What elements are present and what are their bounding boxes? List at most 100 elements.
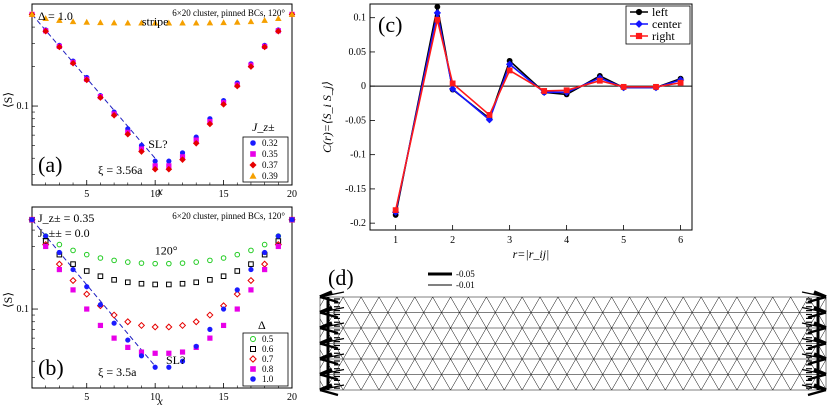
a-point-s3-10 <box>165 19 173 26</box>
b-point-s3-11 <box>179 349 186 355</box>
b-point-s1-11 <box>179 280 186 287</box>
b-point-s3-17 <box>262 266 268 273</box>
panel-d-legend-thin-label: -0.01 <box>456 280 475 290</box>
a-point-s3-4 <box>83 18 91 25</box>
a-point-s0-10 <box>166 158 172 164</box>
b-point-s1-10 <box>166 281 172 288</box>
c-ytick-label-0: -0.2 <box>350 218 366 229</box>
panel-b-legend-1: 0.6 <box>262 344 274 354</box>
panel-c-label: (c) <box>378 12 402 37</box>
c-legend-marker-0 <box>635 8 643 16</box>
b-point-s1-4 <box>83 268 90 274</box>
b-point-s0-12 <box>193 259 200 265</box>
b-point-s1-6 <box>111 277 117 283</box>
panel-a-legend-1: 0.35 <box>262 149 278 159</box>
c-xtick-label-3: 4 <box>564 235 569 246</box>
panel-b-annotation-sl: SL? <box>166 353 185 367</box>
a-point-s3-5 <box>97 19 104 26</box>
a-ytick-label-0: 0.1 <box>17 101 30 112</box>
c-xtick-label-1: 2 <box>450 235 455 246</box>
b-point-s2-4 <box>83 290 91 298</box>
b-point-s4-12 <box>193 343 199 349</box>
panel-c-legend-markers <box>630 8 648 40</box>
b-point-s1-7 <box>124 279 131 286</box>
b-point-s4-10 <box>166 364 172 370</box>
panel-b-legend-title: Δ <box>258 318 266 332</box>
panel-a-xlabel: x <box>156 184 163 198</box>
panel-c: 1 2 3 4 5 6 -0.2 -0.15 -0.1 -0.05 0 0.05 0.1 (c) lef… <box>320 3 693 261</box>
panel-c-legend-0: left <box>652 5 669 19</box>
b-legend-marker-2 <box>249 355 257 363</box>
a-point-s3-7 <box>124 19 132 26</box>
b-point-s3-13 <box>207 335 213 341</box>
panel-a-ylabel: ⟨S⟩ <box>1 92 15 108</box>
b-point-s0-11 <box>179 260 186 266</box>
b-point-s1-1 <box>42 238 49 244</box>
b-point-s4-8 <box>138 353 145 359</box>
b-point-s4-9 <box>152 364 158 370</box>
panel-a-points <box>28 11 296 173</box>
b-xtick-label-3: 20 <box>287 392 297 403</box>
a-legend-marker-2 <box>249 161 257 169</box>
bond-left-6-2 <box>319 384 345 391</box>
panel-a-param: Δ = 1.0 <box>38 9 73 23</box>
b-point-s3-9 <box>152 350 158 356</box>
bond-left-1-2 <box>319 306 345 314</box>
b-point-s1-16 <box>248 261 254 267</box>
a-point-s3-17 <box>261 17 268 23</box>
c-point-left-1 <box>434 3 441 10</box>
b-point-s0-16 <box>248 247 254 254</box>
a-xtick-label-3: 20 <box>287 189 297 200</box>
panel-b-ylabel: ⟨S⟩ <box>1 292 15 308</box>
a-point-s3-1 <box>42 15 49 22</box>
panel-c-ylabel: C(r)=⟨S_i S_j⟩ <box>320 81 334 153</box>
b-point-s1-3 <box>70 261 76 267</box>
b-legend-marker-1 <box>250 346 256 352</box>
panel-c-legend-1: center <box>652 17 681 31</box>
panel-b-title: 6×20 cluster, pinned BCs, 120° <box>172 211 285 221</box>
b-xtick-label-0: 5 <box>84 392 89 403</box>
panel-a-frame <box>31 3 293 186</box>
b-point-s3-4 <box>84 306 90 312</box>
bond-right-0-2 <box>801 291 827 298</box>
a-point-s3-16 <box>247 18 255 25</box>
b-point-s1-9 <box>152 281 158 288</box>
c-ytick-label-1: -0.15 <box>345 184 366 195</box>
bond-right-2-2 <box>801 322 827 329</box>
bond-left-3-2 <box>319 337 345 345</box>
b-point-s4-2 <box>56 249 62 256</box>
c-point-right-2 <box>449 80 456 87</box>
b-point-s2-15 <box>233 290 241 298</box>
bond-left-5-2 <box>319 368 345 376</box>
panel-a-legend-box <box>242 136 289 183</box>
b-point-s0-13 <box>207 257 213 264</box>
panel-c-ticks: 1 2 3 4 5 6 -0.2 -0.15 -0.1 -0.05 0 0.05 0.1 <box>345 13 683 246</box>
b-point-s1-5 <box>97 273 104 280</box>
b-point-s0-6 <box>111 257 117 264</box>
panel-d-lattice <box>319 290 827 397</box>
a-legend-marker-0 <box>250 140 256 146</box>
lattice-diag-b-33 <box>790 296 827 359</box>
a-point-s2-1 <box>42 27 49 35</box>
a-point-s3-14 <box>220 19 227 26</box>
a-legend-marker-3 <box>249 172 257 179</box>
b-point-s4-18 <box>275 233 281 239</box>
bond-left-6-1 <box>319 388 339 397</box>
bond-left-2-2 <box>319 322 345 329</box>
panel-a-title: 6×20 cluster, pinned BCs, 120° <box>172 8 285 18</box>
panel-b-param-1: J_z± = 0.35 <box>38 211 94 225</box>
bond-right-3-2 <box>801 337 827 345</box>
b-point-s2-13 <box>206 311 214 319</box>
a-point-s2-5 <box>97 94 104 101</box>
b-point-s2-9 <box>151 323 159 331</box>
b-point-s0-17 <box>261 241 268 248</box>
a-point-s2-2 <box>56 43 63 51</box>
b-point-s2-8 <box>137 321 146 330</box>
panel-c-frame <box>369 3 693 231</box>
panel-b-legend-markers <box>249 336 257 382</box>
panel-a-annotation-sl: SL? <box>148 137 167 151</box>
b-point-s4-4 <box>84 284 90 290</box>
panel-b-fit-label: ξ = 3.5a <box>98 365 137 379</box>
b-point-s1-14 <box>220 273 227 280</box>
b-point-s2-11 <box>178 321 187 330</box>
